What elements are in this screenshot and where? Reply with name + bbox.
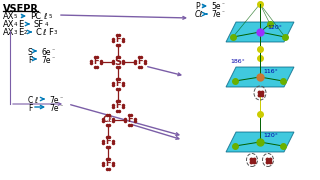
Text: 7e: 7e — [49, 104, 59, 113]
Text: 2: 2 — [24, 30, 28, 35]
Text: Cℓ: Cℓ — [103, 116, 113, 125]
Text: ℓ: ℓ — [42, 28, 45, 37]
Text: 116°: 116° — [263, 69, 278, 74]
Text: S: S — [28, 48, 33, 57]
Text: S: S — [115, 57, 122, 67]
Text: F: F — [105, 138, 111, 147]
Text: 120°: 120° — [263, 133, 278, 138]
Text: F: F — [115, 80, 121, 89]
Text: F: F — [137, 57, 143, 66]
Text: E: E — [18, 28, 23, 37]
Text: 3: 3 — [54, 30, 58, 35]
Text: 4: 4 — [14, 22, 18, 27]
Text: ⁻: ⁻ — [60, 105, 63, 110]
Text: 7e: 7e — [41, 56, 51, 65]
Text: F: F — [93, 57, 99, 66]
Text: 186°: 186° — [230, 59, 245, 64]
Text: 4: 4 — [45, 22, 49, 27]
Text: F: F — [48, 28, 53, 37]
Text: ℓ: ℓ — [43, 12, 46, 21]
Text: P: P — [195, 2, 200, 11]
Text: AX: AX — [3, 20, 14, 29]
Text: 5e: 5e — [211, 2, 220, 11]
Text: 7e: 7e — [49, 96, 59, 105]
Polygon shape — [226, 22, 294, 42]
Text: PC: PC — [30, 12, 41, 21]
Text: ⁻: ⁻ — [222, 3, 225, 8]
Polygon shape — [226, 67, 294, 87]
Text: C: C — [28, 96, 33, 105]
Text: ⁻: ⁻ — [222, 11, 225, 16]
Text: 5: 5 — [49, 14, 52, 19]
Text: AX: AX — [3, 28, 14, 37]
Text: F: F — [127, 116, 133, 125]
Text: F: F — [105, 159, 111, 168]
Text: F: F — [28, 56, 32, 65]
Text: 3: 3 — [14, 30, 18, 35]
Text: F: F — [115, 102, 121, 111]
Text: ⁻: ⁻ — [52, 57, 55, 62]
Text: 6e: 6e — [41, 48, 51, 57]
Text: 7e: 7e — [211, 10, 220, 19]
Text: 120°: 120° — [267, 25, 282, 30]
Text: F: F — [115, 35, 121, 44]
Text: VSEPR: VSEPR — [3, 4, 39, 14]
Text: ℓ: ℓ — [34, 96, 37, 105]
Text: SF: SF — [34, 20, 44, 29]
Text: ⁻: ⁻ — [60, 97, 63, 102]
Text: E: E — [18, 20, 23, 29]
Text: 5: 5 — [14, 14, 18, 19]
Text: Cℓ: Cℓ — [195, 10, 204, 19]
Text: F: F — [28, 104, 32, 113]
Text: ⁻: ⁻ — [52, 49, 55, 54]
Text: AX: AX — [3, 12, 14, 21]
Polygon shape — [226, 132, 294, 152]
Text: C: C — [36, 28, 42, 37]
